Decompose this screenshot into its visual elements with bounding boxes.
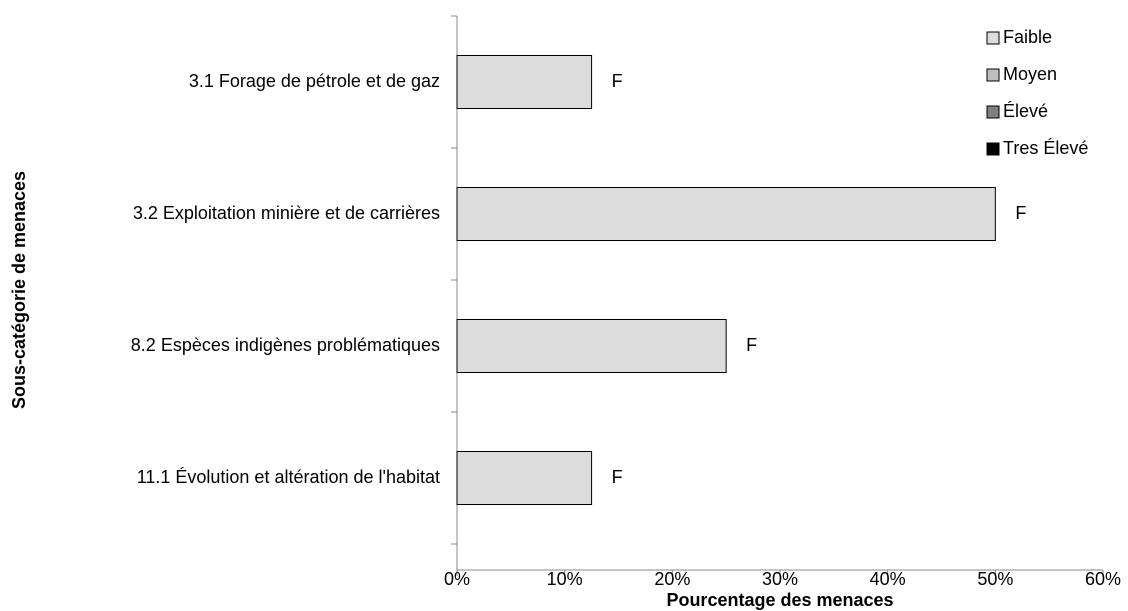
bar <box>456 187 996 241</box>
x-tick-label: 20% <box>654 569 690 589</box>
data-label: F <box>612 71 623 91</box>
legend-label: Élevé <box>1003 101 1048 121</box>
data-label: F <box>1015 203 1026 223</box>
bar <box>456 319 727 373</box>
bar <box>456 451 593 505</box>
x-axis-title: Pourcentage des menaces <box>666 590 893 610</box>
x-tick-label: 0% <box>444 569 470 589</box>
x-tick-label: 60% <box>1085 569 1121 589</box>
y-tick-label: 8.2 Espèces indigènes problématiques <box>131 335 440 355</box>
legend-swatch <box>986 31 1000 45</box>
legend-label: Moyen <box>1003 64 1057 84</box>
x-tick-label: 40% <box>870 569 906 589</box>
y-tick-label: 3.1 Forage de pétrole et de gaz <box>189 71 440 91</box>
y-axis-title: Sous-catégorie de menaces <box>9 171 29 409</box>
data-label: F <box>612 467 623 487</box>
legend-swatch <box>986 68 1000 82</box>
legend-swatch <box>986 142 1000 156</box>
x-tick-label: 10% <box>547 569 583 589</box>
y-tick-label: 11.1 Évolution et altération de l'habita… <box>137 467 440 487</box>
y-tick-label: 3.2 Exploitation minière et de carrières <box>133 203 440 223</box>
legend-label: Tres Élevé <box>1003 138 1088 158</box>
legend-swatch <box>986 105 1000 119</box>
x-tick-label: 30% <box>762 569 798 589</box>
data-label: F <box>746 335 757 355</box>
bar <box>456 55 593 109</box>
legend-label: Faible <box>1003 27 1052 47</box>
x-tick-label: 50% <box>977 569 1013 589</box>
